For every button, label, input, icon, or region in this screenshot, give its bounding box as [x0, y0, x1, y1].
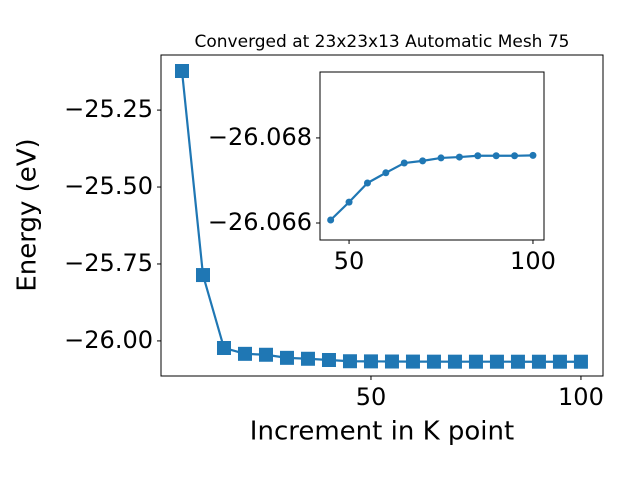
- marker: [345, 198, 353, 206]
- marker: [400, 159, 408, 167]
- marker: [384, 354, 399, 369]
- y-tick-label: −25.25: [64, 95, 153, 123]
- marker: [529, 151, 537, 159]
- marker: [321, 352, 336, 367]
- marker: [531, 354, 546, 369]
- marker: [300, 351, 315, 366]
- marker: [437, 154, 445, 162]
- marker: [447, 354, 462, 369]
- marker: [426, 354, 441, 369]
- y-tick-label: −25.75: [64, 249, 153, 277]
- marker: [552, 354, 567, 369]
- marker: [511, 152, 519, 160]
- marker: [455, 153, 463, 161]
- marker: [382, 169, 390, 177]
- marker: [363, 354, 378, 369]
- y-axis-label: Energy (eV): [13, 138, 43, 291]
- marker: [492, 152, 500, 160]
- chart-title: Converged at 23x23x13 Automatic Mesh 75: [195, 32, 570, 52]
- marker: [573, 354, 588, 369]
- marker: [237, 346, 252, 361]
- y-tick-label: −26.068: [208, 123, 312, 151]
- marker: [258, 347, 273, 362]
- marker: [216, 340, 231, 355]
- y-tick-label: −25.50: [64, 172, 153, 200]
- x-tick-label: 100: [558, 383, 604, 411]
- marker: [195, 268, 210, 283]
- marker: [489, 354, 504, 369]
- y-tick-label: −26.066: [208, 208, 312, 236]
- x-tick-label: 50: [334, 247, 365, 275]
- x-axis-label: Increment in K point: [250, 417, 514, 447]
- marker: [174, 64, 189, 79]
- marker: [405, 354, 420, 369]
- marker: [363, 179, 371, 187]
- marker: [279, 350, 294, 365]
- x-tick-label: 50: [356, 383, 387, 411]
- x-tick-label: 100: [510, 247, 556, 275]
- marker: [510, 354, 525, 369]
- marker: [468, 354, 483, 369]
- marker: [327, 216, 335, 224]
- marker: [474, 152, 482, 160]
- marker: [419, 157, 427, 165]
- y-tick-label: −26.00: [64, 326, 153, 354]
- marker: [342, 354, 357, 369]
